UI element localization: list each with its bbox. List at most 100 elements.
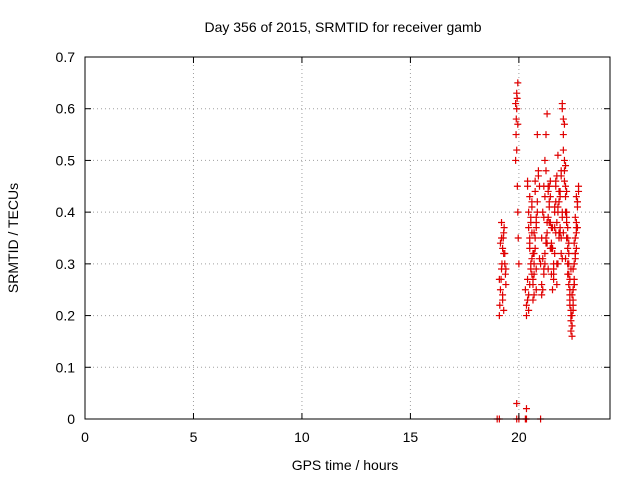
data-point bbox=[545, 182, 553, 190]
data-point bbox=[525, 208, 533, 216]
data-point bbox=[531, 187, 539, 195]
data-point bbox=[544, 187, 552, 195]
data-point bbox=[562, 182, 570, 190]
data-point bbox=[562, 193, 570, 201]
data-point bbox=[512, 156, 520, 164]
data-point bbox=[549, 224, 557, 232]
x-tick-label: 0 bbox=[81, 429, 89, 445]
chart-title: Day 356 of 2015, SRMTID for receiver gam… bbox=[204, 19, 481, 35]
data-point bbox=[542, 131, 550, 139]
data-point bbox=[568, 312, 576, 320]
data-point bbox=[559, 115, 567, 123]
data-point bbox=[560, 156, 568, 164]
data-point bbox=[501, 260, 509, 268]
y-axis-label: SRMTID / TECUs bbox=[5, 183, 21, 293]
data-point bbox=[559, 229, 567, 237]
data-point bbox=[562, 162, 570, 170]
data-points bbox=[493, 79, 583, 423]
data-point bbox=[567, 265, 575, 273]
x-axis-ticks: 0 5 10 15 20 bbox=[81, 57, 527, 445]
data-point bbox=[551, 250, 559, 258]
data-point bbox=[547, 244, 555, 252]
data-point bbox=[526, 234, 534, 242]
y-tick-label: 0.5 bbox=[56, 152, 76, 168]
data-point bbox=[563, 213, 571, 221]
data-point bbox=[521, 286, 529, 294]
plot-frame bbox=[84, 56, 611, 420]
data-point bbox=[513, 105, 521, 113]
data-point bbox=[502, 281, 510, 289]
data-point bbox=[571, 234, 579, 242]
data-point bbox=[522, 312, 530, 320]
data-point bbox=[499, 244, 507, 252]
y-tick-label: 0.2 bbox=[56, 308, 76, 324]
data-point bbox=[543, 218, 551, 226]
data-point bbox=[556, 224, 564, 232]
data-point bbox=[532, 286, 540, 294]
data-point bbox=[512, 131, 520, 139]
data-point bbox=[572, 193, 580, 201]
data-point bbox=[542, 239, 550, 247]
data-point bbox=[531, 177, 539, 185]
data-point bbox=[541, 260, 549, 268]
data-point bbox=[496, 286, 504, 294]
data-point bbox=[522, 301, 530, 309]
data-point bbox=[528, 198, 536, 206]
data-point bbox=[570, 260, 578, 268]
data-point bbox=[564, 260, 572, 268]
data-point bbox=[541, 250, 549, 258]
data-point bbox=[500, 250, 508, 258]
data-point bbox=[512, 115, 520, 123]
data-point bbox=[571, 250, 579, 258]
data-point bbox=[515, 260, 523, 268]
data-point bbox=[563, 187, 571, 195]
data-point bbox=[514, 208, 522, 216]
data-point bbox=[524, 296, 532, 304]
data-point bbox=[513, 399, 521, 407]
data-point bbox=[567, 306, 575, 314]
data-point bbox=[543, 229, 551, 237]
data-point bbox=[554, 151, 562, 159]
data-point bbox=[555, 198, 563, 206]
data-point bbox=[564, 270, 572, 278]
data-point bbox=[552, 229, 560, 237]
data-point bbox=[531, 244, 539, 252]
y-tick-label: 0.3 bbox=[56, 256, 76, 272]
data-point bbox=[567, 317, 575, 325]
data-point bbox=[542, 167, 550, 175]
x-tick-label: 10 bbox=[294, 429, 310, 445]
y-tick-label: 0.7 bbox=[56, 49, 76, 65]
data-point bbox=[498, 234, 506, 242]
data-point bbox=[546, 193, 554, 201]
y-tick-label: 0 bbox=[67, 411, 75, 427]
data-point bbox=[534, 167, 542, 175]
data-point bbox=[533, 131, 541, 139]
data-point bbox=[557, 250, 565, 258]
data-point bbox=[568, 332, 576, 340]
data-point bbox=[566, 301, 574, 309]
data-point bbox=[525, 224, 533, 232]
data-point bbox=[500, 306, 508, 314]
y-tick-label: 0.6 bbox=[56, 101, 76, 117]
data-point bbox=[566, 275, 574, 283]
data-point bbox=[572, 244, 580, 252]
data-point bbox=[543, 110, 551, 118]
data-point bbox=[559, 131, 567, 139]
data-point bbox=[526, 281, 534, 289]
data-point bbox=[553, 281, 561, 289]
data-point bbox=[573, 224, 581, 232]
data-point bbox=[532, 265, 540, 273]
data-point bbox=[513, 89, 521, 97]
data-point bbox=[539, 255, 547, 263]
data-point bbox=[572, 229, 580, 237]
data-point bbox=[514, 234, 522, 242]
data-point bbox=[544, 213, 552, 221]
data-point bbox=[565, 250, 573, 258]
data-point bbox=[512, 100, 520, 108]
data-point bbox=[550, 270, 558, 278]
data-point bbox=[514, 79, 522, 87]
data-point bbox=[549, 286, 557, 294]
data-point bbox=[524, 177, 532, 185]
data-point bbox=[553, 218, 561, 226]
